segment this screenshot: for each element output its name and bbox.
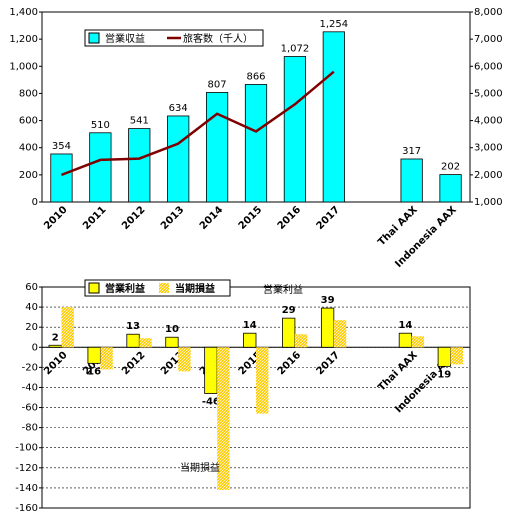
- value-label: 317: [402, 146, 421, 157]
- bar: [139, 338, 152, 348]
- y-tick-label: 40: [25, 302, 38, 313]
- value-label: 807: [208, 79, 227, 90]
- x-tick-label: 2015: [237, 204, 264, 231]
- bar: [126, 333, 140, 348]
- x-tick-label: 2017: [315, 204, 342, 231]
- bar: [50, 153, 73, 203]
- bar: [398, 332, 413, 348]
- value-label: 866: [246, 71, 265, 82]
- value-label: 10: [165, 324, 179, 335]
- legend-swatch: [88, 282, 100, 294]
- legend-swatch: [159, 283, 169, 293]
- y2-tick-label: 2,000: [474, 170, 503, 181]
- bar: [87, 346, 101, 364]
- y-tick-label: 400: [19, 143, 38, 154]
- y2-tick-label: 8,000: [474, 7, 503, 18]
- bar: [320, 307, 335, 348]
- y-tick-label: -20: [22, 362, 38, 373]
- value-label: 1,072: [281, 44, 310, 55]
- legend-label: 旅客数（千人）: [183, 32, 253, 45]
- y-tick-label: 600: [19, 116, 38, 127]
- legend-label: 当期損益: [175, 282, 215, 295]
- bar: [333, 320, 347, 348]
- x-tick-label: 2014: [198, 204, 225, 231]
- value-label: 16: [87, 366, 101, 377]
- y-tick-label: -100: [15, 443, 38, 454]
- value-label: 39: [321, 295, 335, 306]
- bar: [204, 346, 218, 394]
- value-label: 29: [282, 305, 296, 316]
- bar: [89, 132, 112, 203]
- y-tick-label: -60: [22, 403, 38, 414]
- bar: [100, 347, 113, 370]
- bar: [244, 84, 268, 203]
- bar: [205, 92, 229, 203]
- value-label: -46: [202, 396, 220, 407]
- value-label: 634: [169, 103, 188, 114]
- x-tick-label: 2016: [276, 204, 303, 231]
- y-tick-label: -160: [15, 503, 38, 514]
- bar: [48, 344, 62, 348]
- value-label: 19: [437, 369, 451, 380]
- y2-tick-label: 1,000: [474, 197, 503, 208]
- y-tick-label: 0: [32, 342, 38, 353]
- annotation: 営業利益: [263, 283, 303, 296]
- bar: [294, 334, 308, 348]
- legend-label: 営業利益: [105, 282, 145, 295]
- y2-tick-label: 7,000: [474, 34, 503, 45]
- y2-tick-label: 5,000: [474, 88, 503, 99]
- legend: [84, 279, 231, 297]
- annotation: 当期損益: [180, 461, 220, 474]
- bar: [439, 174, 462, 203]
- bar: [167, 115, 190, 203]
- y-tick-label: 200: [19, 170, 38, 181]
- value-label: 1,254: [319, 19, 348, 30]
- bar: [283, 56, 307, 203]
- bar: [450, 347, 463, 365]
- bar: [437, 346, 451, 367]
- bar: [400, 158, 423, 203]
- x-tick-label: 2012: [120, 204, 147, 231]
- line-series: [61, 70, 335, 177]
- value-label: 13: [126, 321, 140, 332]
- value-label: 541: [130, 116, 149, 127]
- bar: [165, 336, 179, 348]
- y-tick-label: 20: [25, 322, 38, 333]
- legend-label: 営業収益: [105, 32, 145, 45]
- bar: [61, 307, 74, 348]
- bar: [178, 347, 191, 372]
- x-tick-label: 2010: [42, 204, 69, 231]
- bar: [282, 317, 296, 348]
- bar: [322, 31, 345, 203]
- y2-tick-label: 6,000: [474, 61, 503, 72]
- y-tick-label: -40: [22, 382, 38, 393]
- y-tick-label: 1,400: [9, 7, 38, 18]
- x-tick-label: 2013: [159, 204, 186, 231]
- y2-tick-label: 3,000: [474, 143, 503, 154]
- value-label: 354: [52, 141, 71, 152]
- bar: [217, 347, 230, 490]
- bar: [243, 332, 257, 348]
- bar: [256, 347, 269, 414]
- y-tick-label: 800: [19, 88, 38, 99]
- y-tick-label: 0: [32, 197, 38, 208]
- y-tick-label: -80: [22, 423, 38, 434]
- value-label: 14: [243, 320, 257, 331]
- value-label: 510: [91, 120, 110, 131]
- value-label: 14: [398, 320, 412, 331]
- legend-swatch: [88, 32, 100, 44]
- value-label: 2: [52, 332, 59, 343]
- x-tick-label: 2011: [81, 204, 108, 231]
- bar: [411, 336, 425, 348]
- bar: [128, 128, 151, 203]
- y2-tick-label: 4,000: [474, 116, 503, 127]
- y-tick-label: -120: [15, 463, 38, 474]
- y-tick-label: -140: [15, 483, 38, 494]
- y-tick-label: 60: [25, 282, 38, 293]
- value-label: 202: [441, 162, 460, 173]
- y-tick-label: 1,000: [9, 61, 38, 72]
- y-tick-label: 1,200: [9, 34, 38, 45]
